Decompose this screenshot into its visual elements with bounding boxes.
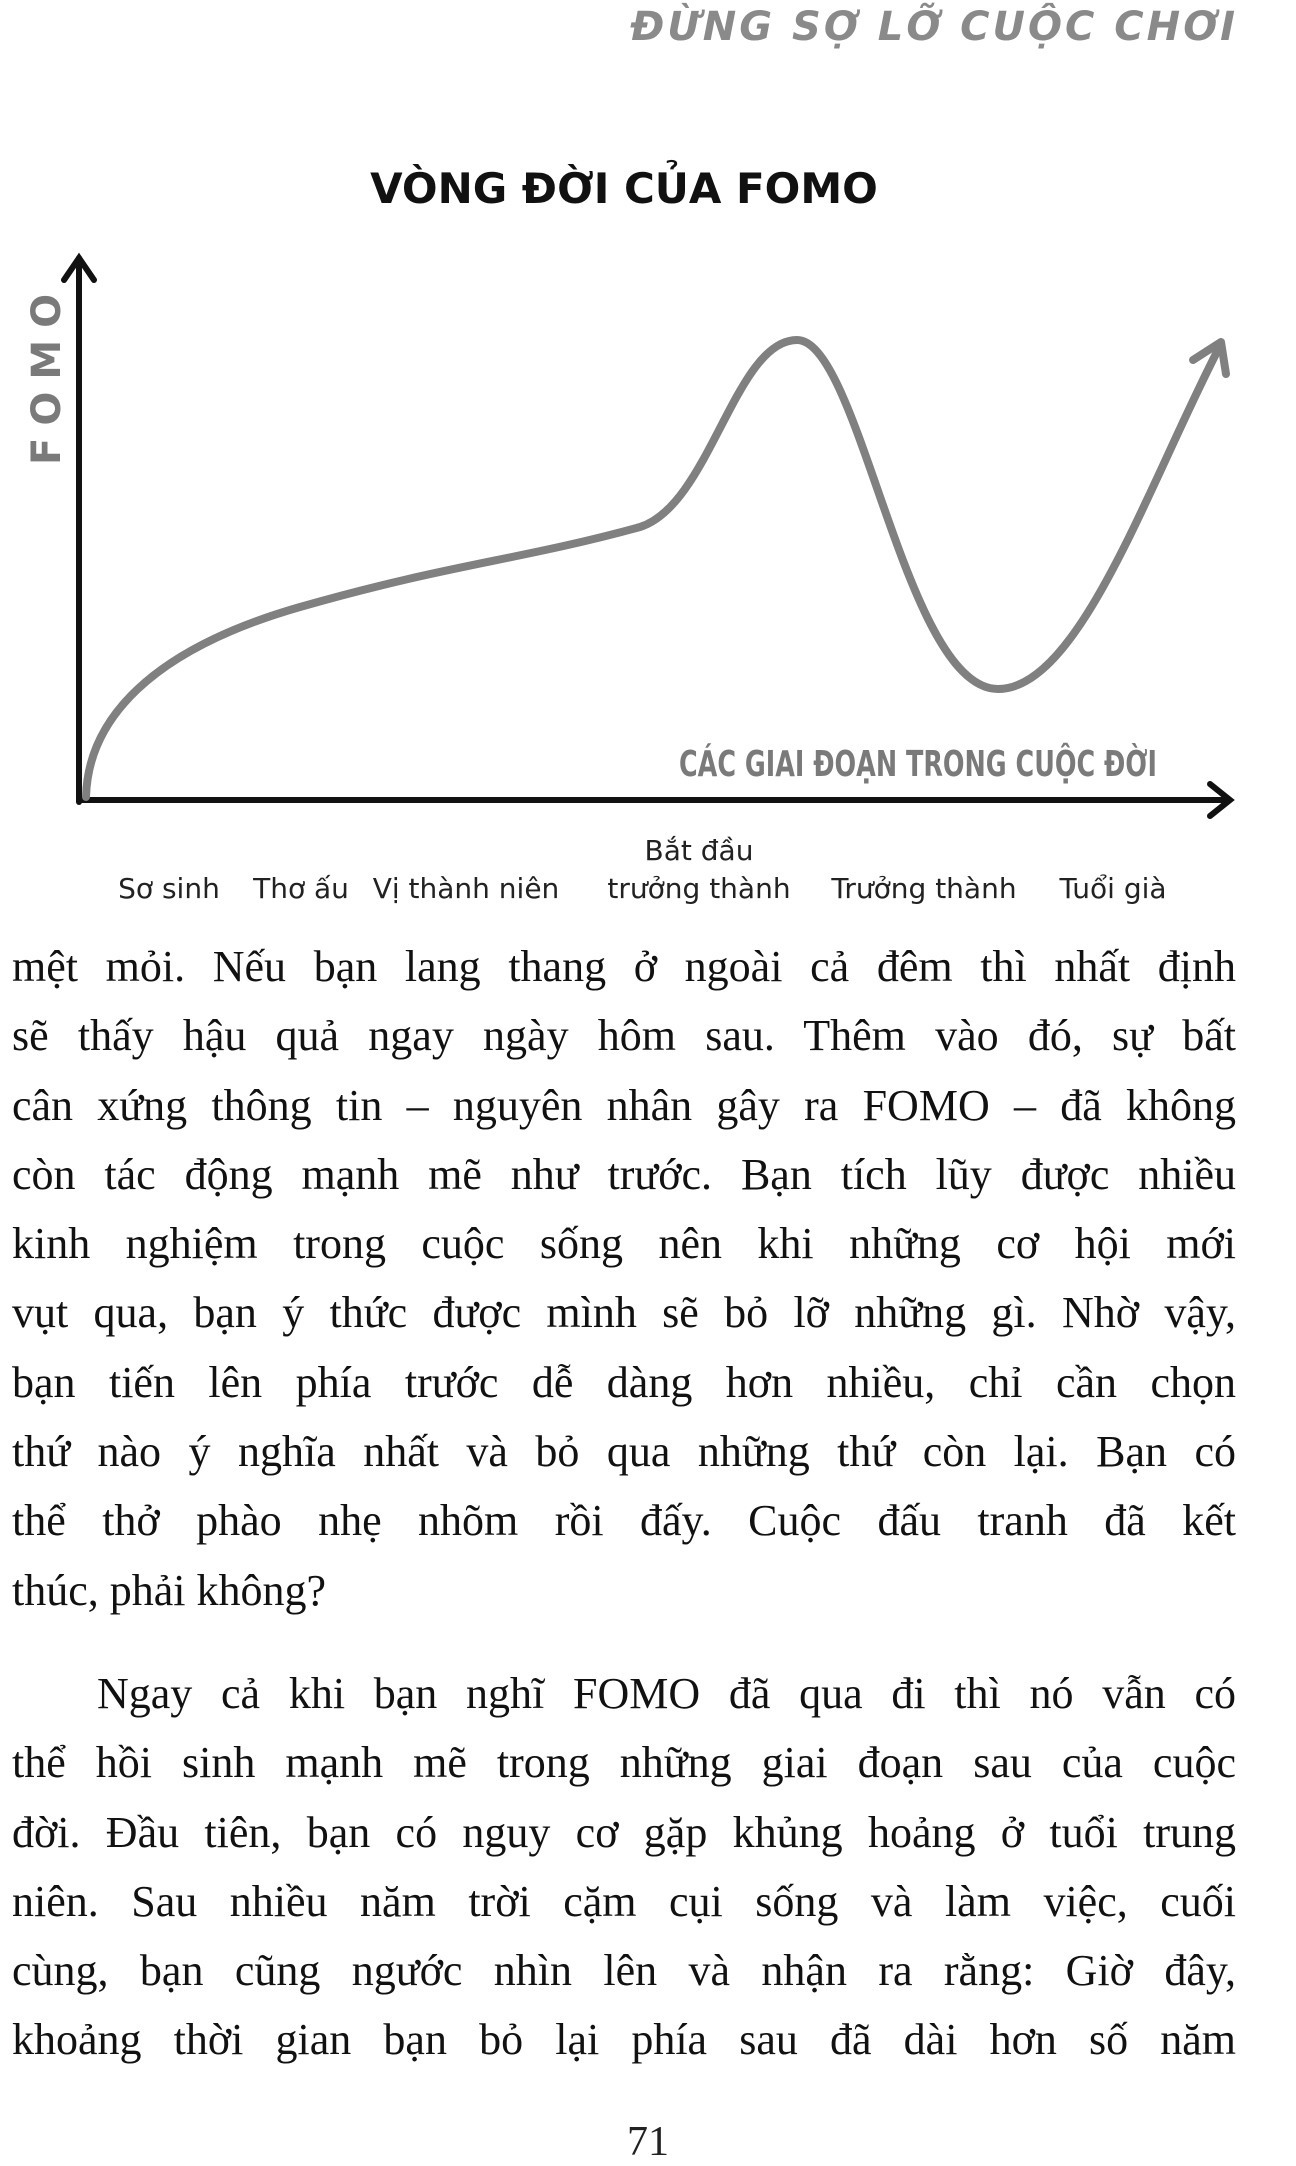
- stage-label: Bắt đầu: [645, 834, 754, 867]
- text-line: còn tác động mạnh mẽ như trước. Bạn tích…: [12, 1149, 1236, 1199]
- x-axis-label: CÁC GIAI ĐOẠN TRONG CUỘC ĐỜI: [679, 742, 1157, 785]
- text-line: bạn tiến lên phía trước dễ dàng hơn nhiề…: [12, 1357, 1236, 1407]
- text-line: thể hồi sinh mạnh mẽ trong những giai đo…: [12, 1738, 1236, 1788]
- text-line: thúc, phải không?: [12, 1565, 327, 1615]
- stage-label: Tuổi già: [1058, 872, 1166, 905]
- x-axis: [76, 781, 1235, 819]
- text-line: khoảng thời gian bạn bỏ lại phía sau đã …: [12, 2015, 1236, 2065]
- fomo-lifecycle-figure: VÒNG ĐỜI CỦA FOMO FOMO CÁC GIAI ĐOẠN TRO…: [24, 159, 1235, 905]
- text-line: Ngay cả khi bạn nghĩ FOMO đã qua đi thì …: [97, 1669, 1236, 1718]
- paragraph-2: Ngay cả khi bạn nghĩ FOMO đã qua đi thì …: [12, 1659, 1236, 2075]
- figure-title: VÒNG ĐỜI CỦA FOMO: [370, 159, 878, 213]
- text-line: đời. Đầu tiên, bạn có nguy cơ gặp khủng …: [12, 1807, 1236, 1857]
- text-line: vụt qua, bạn ý thức được mình sẽ bỏ lỡ n…: [12, 1288, 1236, 1338]
- stage-label: Sơ sinh: [118, 872, 220, 905]
- running-head: ĐỪNG SỢ LỠ CUỘC CHƠI: [630, 4, 1238, 50]
- text-line: thứ nào ý nghĩa nhất và bỏ qua những thứ…: [12, 1427, 1236, 1477]
- text-line: thể thở phào nhẹ nhõm rồi đấy. Cuộc đấu …: [12, 1496, 1236, 1546]
- y-axis-label: FOMO: [24, 282, 70, 465]
- stage-label: Trưởng thành: [830, 872, 1016, 905]
- text-line: cùng, bạn cũng ngước nhìn lên và nhận ra…: [12, 1946, 1236, 1996]
- stage-label: trưởng thành: [607, 872, 790, 905]
- text-line: niên. Sau nhiều năm trời cặm cụi sống và…: [12, 1876, 1236, 1926]
- page-number: 71: [627, 2119, 669, 2165]
- stage-label: Thơ ấu: [252, 872, 349, 905]
- paragraph-1: mệt mỏi. Nếu bạn lang thang ở ngoài cả đ…: [12, 932, 1236, 1625]
- text-line: mệt mỏi. Nếu bạn lang thang ở ngoài cả đ…: [12, 942, 1236, 991]
- text-line: sẽ thấy hậu quả ngay ngày hôm sau. Thêm …: [12, 1011, 1236, 1061]
- text-line: kinh nghiệm trong cuộc sống nên khi nhữn…: [12, 1219, 1236, 1269]
- y-axis: [61, 252, 97, 805]
- fomo-curve: [82, 336, 1230, 801]
- stage-label: Vị thành niên: [373, 872, 560, 905]
- text-line: cân xứng thông tin – nguyên nhân gây ra …: [12, 1080, 1236, 1130]
